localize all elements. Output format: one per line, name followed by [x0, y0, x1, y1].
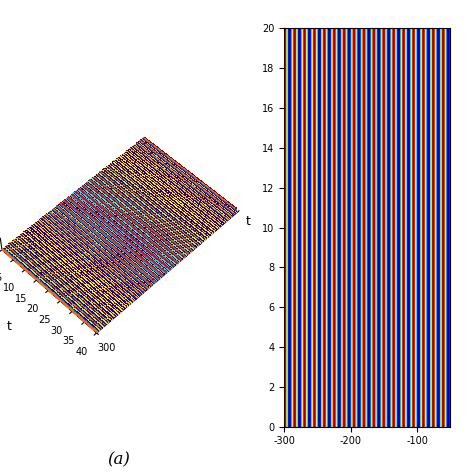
Text: (a): (a) [107, 452, 130, 468]
Y-axis label: t: t [246, 215, 250, 228]
Y-axis label: t: t [6, 319, 11, 333]
